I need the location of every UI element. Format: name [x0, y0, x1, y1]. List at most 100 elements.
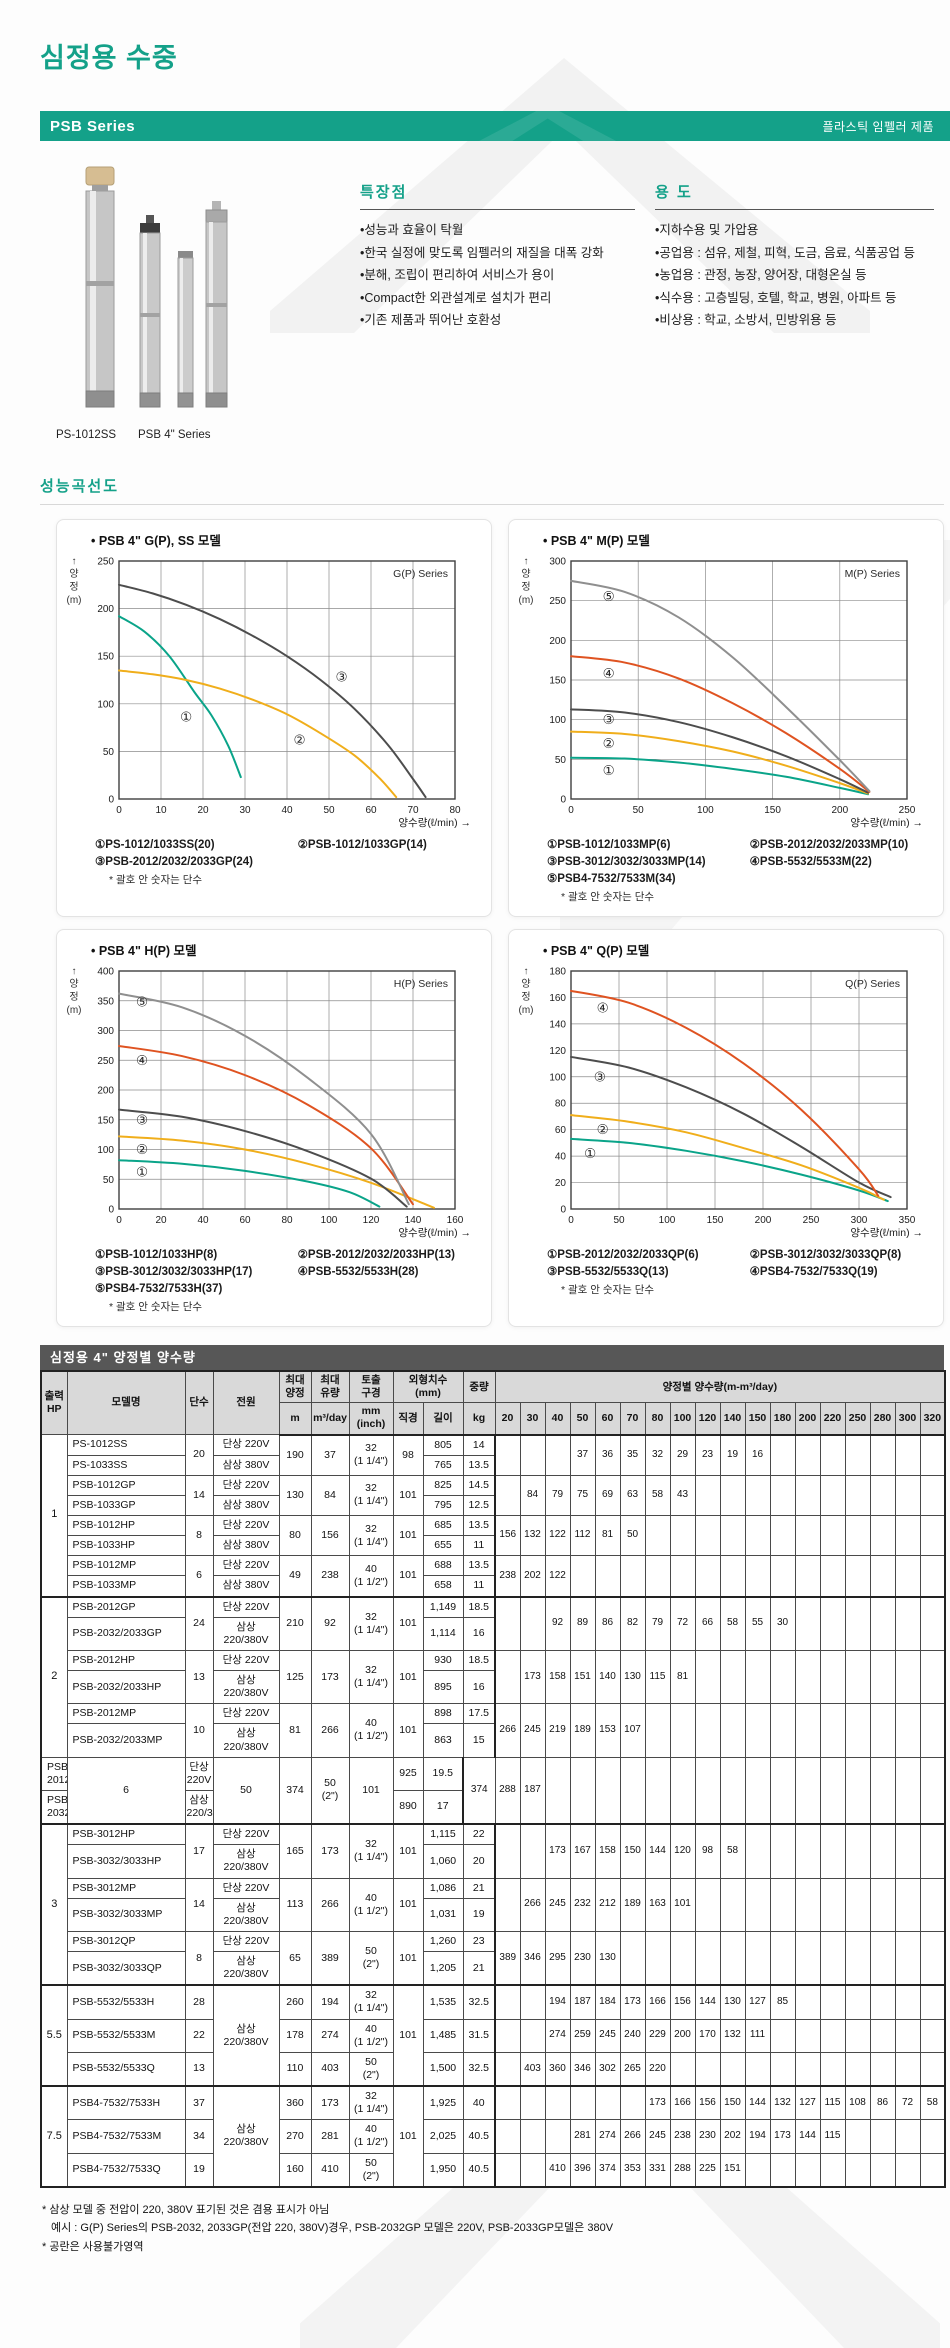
flow-cell: 173 [519, 1649, 546, 1705]
legend-item: ④PSB-5532/5533H(28) [297, 1266, 419, 1278]
feature-item: •성능과 효율이 탁월 [360, 223, 464, 237]
header-cell: 20 [494, 1402, 521, 1436]
table-cell: 32 (1 1/4") [348, 2085, 394, 2121]
flow-cell: 81 [669, 1649, 696, 1705]
flow-cell [544, 2085, 571, 2121]
table-cell: 31.5 [462, 2018, 496, 2053]
flow-cell: 69 [594, 1474, 621, 1517]
legend-note: * 괄호 안 숫자는 단수 [109, 874, 203, 886]
table-cell: 40 [462, 2085, 496, 2121]
header-cell: 출력 HP [40, 1370, 68, 1435]
feature-item: •기존 제품과 뛰어난 호환성 [360, 313, 502, 327]
table-cell: 1,205 [422, 1951, 464, 1986]
svg-text:100: 100 [659, 1215, 676, 1226]
flow-cell: 225 [694, 2152, 721, 2188]
legend-item: ⑤PSB4-7532/7533H(37) [95, 1283, 223, 1295]
flow-cell: 82 [619, 1595, 646, 1651]
table-cell: PSB-1012MP [66, 1555, 186, 1577]
header-cell: 300 [894, 1402, 921, 1436]
flow-cell [719, 1703, 746, 1758]
flow-cell: 259 [569, 2018, 596, 2053]
table-cell: PSB4-7532/7533M [66, 2119, 186, 2154]
svg-text:100: 100 [321, 1215, 338, 1226]
flow-cell [894, 1877, 921, 1932]
page-title: 심정용 수중 [40, 43, 178, 73]
flow-cell: 274 [544, 2018, 571, 2053]
flow-cell [844, 2018, 871, 2053]
flow-cell: 187 [569, 1984, 596, 2020]
curve-number-marker: ② [294, 732, 306, 747]
flow-cell [694, 1930, 721, 1986]
flow-cell [819, 1434, 846, 1476]
curve-PSB-2012/2032/2033GP(24) [118, 583, 427, 799]
pumps-illustration [85, 166, 228, 408]
flow-cell [719, 1474, 746, 1517]
performance-chart: 0 10 20 30 40 50 60 70 80 0 50 100 150 200 250 G(P) Ser… [97, 557, 471, 830]
flow-cell [694, 1514, 721, 1557]
table-cell: 50 (2") [348, 1930, 394, 1986]
flow-cell [719, 1930, 746, 1986]
table-row: PSB-3032/3033HP 삼상 220/380V 1,060 20 [41, 1844, 945, 1879]
flow-cell: 75 [569, 1474, 596, 1517]
flow-cell: 58 [719, 1823, 746, 1879]
header-cell: 전원 [212, 1370, 280, 1435]
table-cell: 단상 220V [212, 1877, 280, 1899]
table-cell: 890 [392, 1789, 424, 1825]
flow-cell [819, 1474, 846, 1517]
usage-item: •지하수용 및 가압용 [655, 223, 759, 237]
flow-cell: 353 [619, 2152, 646, 2188]
table-cell: 삼상 220/380V [212, 1984, 280, 2087]
legend-item: ⑤PSB4-7532/7533M(34) [547, 873, 676, 885]
table-cell: 1,114 [422, 1616, 464, 1651]
flow-cell [794, 2018, 821, 2053]
flow-cell [519, 1595, 546, 1651]
table-cell: 688 [422, 1555, 464, 1577]
table-cell: 101 [392, 1595, 424, 1651]
table-cell: 50 (2") [310, 1756, 350, 1825]
flow-cell [819, 1555, 846, 1597]
flow-cell [769, 1434, 796, 1476]
flow-cell: 153 [594, 1703, 621, 1758]
table-cell: 825 [422, 1474, 464, 1496]
flow-cell: 150 [719, 2085, 746, 2121]
flow-cell [919, 1703, 946, 1758]
table-cell: 단상 220V [212, 1595, 280, 1618]
table-cell: 34 [184, 2119, 214, 2154]
header-cell: m [278, 1402, 312, 1436]
curve-number-marker: ③ [603, 712, 615, 727]
flow-cell [819, 2051, 846, 2087]
flow-cell [494, 1434, 521, 1476]
flow-cell: 156 [494, 1514, 521, 1557]
flow-cell [894, 2051, 921, 2087]
performance-curves-title: 성능곡선도 [40, 475, 944, 505]
flow-cell [869, 1756, 896, 1825]
flow-cell [744, 1703, 771, 1758]
svg-text:350: 350 [899, 1215, 916, 1226]
usage-item: •식수용 : 고층빌딩, 호텔, 학교, 병원, 아파트 등 [655, 290, 897, 305]
flow-cell [494, 1595, 521, 1651]
table-cell: 165 [278, 1823, 312, 1879]
flow-cell: 130 [719, 1984, 746, 2020]
table-cell: 805 [422, 1434, 464, 1456]
flow-cell [819, 1756, 846, 1825]
table-cell: 3 [40, 1823, 68, 1986]
table-cell: 795 [422, 1494, 464, 1517]
svg-text:150: 150 [549, 676, 566, 687]
flow-cell [844, 1877, 871, 1932]
table-cell: 101 [392, 1474, 424, 1517]
table-cell: 12.5 [462, 1494, 496, 1517]
curve-number-marker: ④ [597, 1001, 609, 1016]
flow-cell: 163 [644, 1877, 671, 1932]
series-subtitle: 플라스틱 임펠러 제품 [822, 119, 934, 134]
table-cell: PSB-1033GP [66, 1494, 186, 1517]
svg-text:60: 60 [239, 1215, 251, 1226]
flow-cell [494, 1984, 521, 2020]
legend-note: * 괄호 안 숫자는 단수 [561, 891, 655, 903]
table-cell: 930 [422, 1649, 464, 1672]
flow-cell: 167 [569, 1823, 596, 1879]
table-cell: 410 [310, 2152, 350, 2188]
table-cell: 32 (1 1/4") [348, 1474, 394, 1517]
flow-cell: 184 [594, 1984, 621, 2020]
svg-text:50: 50 [555, 755, 567, 766]
